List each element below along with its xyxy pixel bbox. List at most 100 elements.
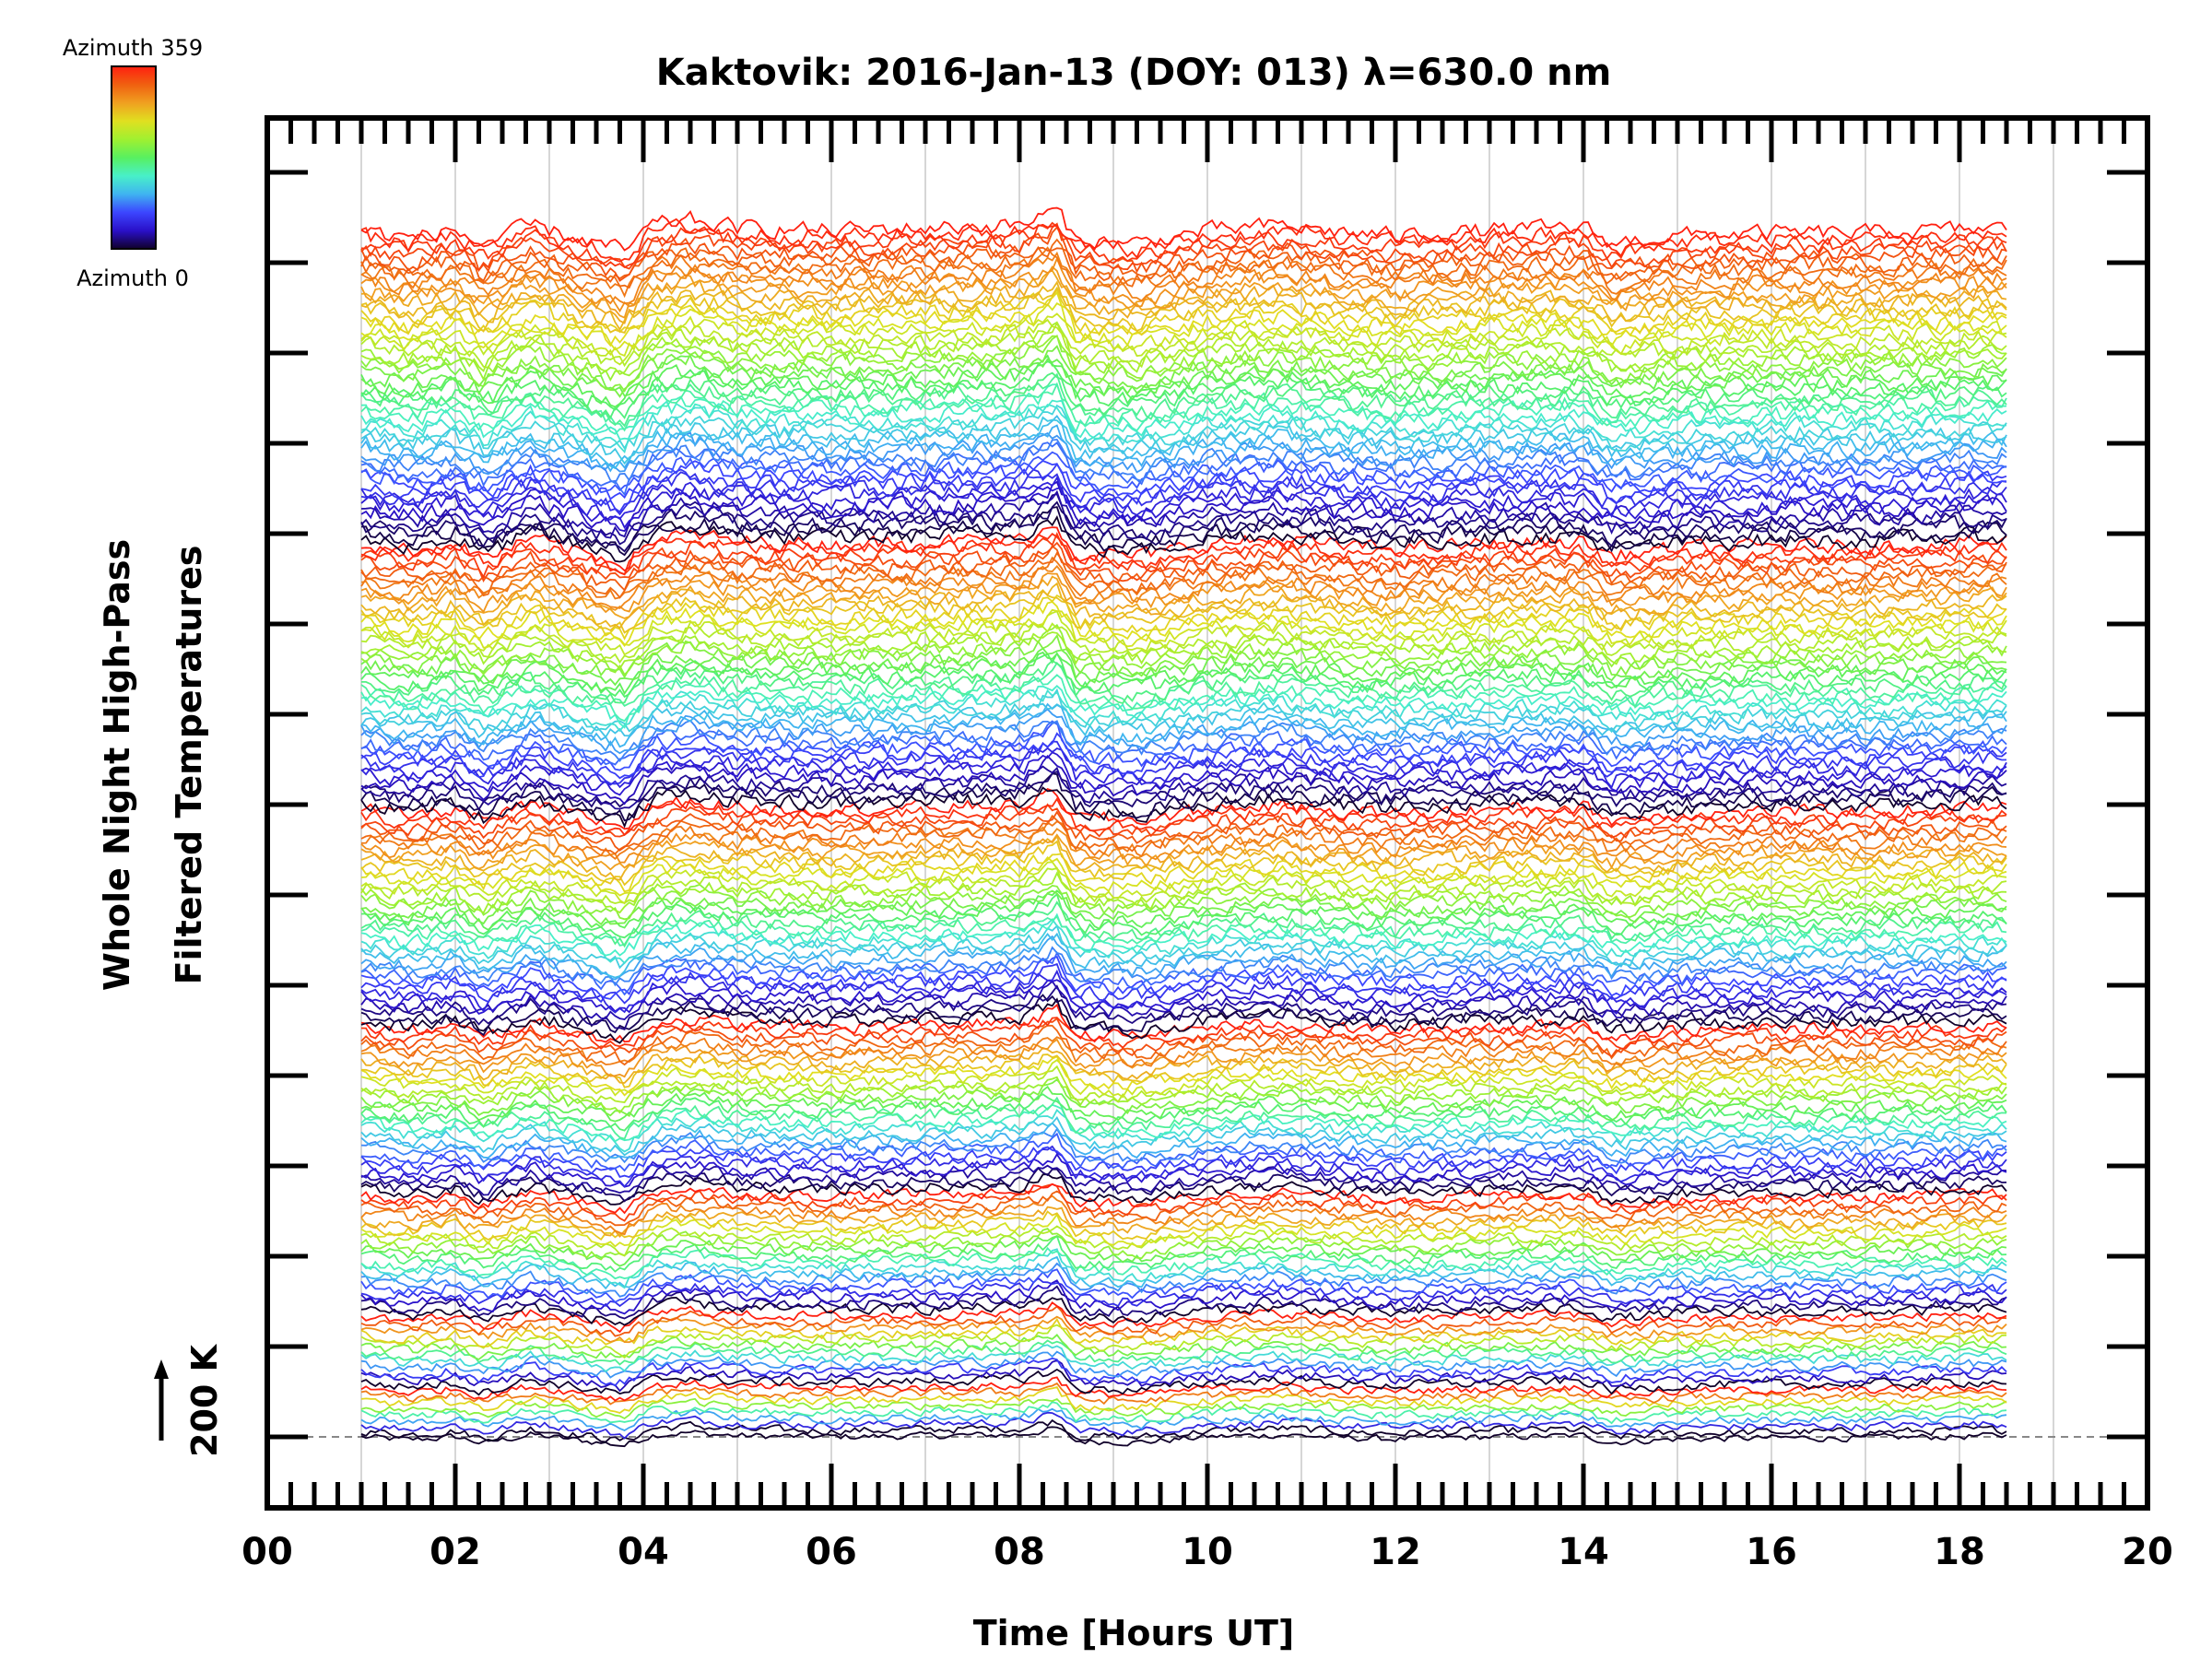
- trace-ring4-zone22: [360, 1038, 2007, 1078]
- trace-ring6-zone30: [360, 600, 2007, 647]
- trace-ring6-zone40: [360, 541, 2007, 582]
- trace-ring2-zone11: [360, 1301, 2007, 1334]
- trace-ring7-zone30: [360, 335, 2007, 382]
- trace-ring4-zone7: [360, 1127, 2007, 1164]
- trace-ring7-zone46: [360, 246, 2007, 283]
- trace-ring5-zone0: [360, 997, 2007, 1044]
- trace-ring7-zone26: [360, 354, 2007, 408]
- trace-ring3-zone14: [360, 1210, 2007, 1241]
- trace-ring3-zone16: [360, 1194, 2007, 1236]
- trace-ring7-zone13: [360, 438, 2007, 485]
- x-tick-label: 12: [1370, 1531, 1421, 1573]
- trace-ring5-zone3: [360, 980, 2007, 1020]
- trace-ring7-zone35: [360, 302, 2007, 351]
- trace-ring5-zone22: [360, 866, 2007, 907]
- trace-ring6-zone11: [360, 719, 2007, 762]
- trace-ring7-zone5: [360, 480, 2007, 533]
- trace-ring4-zone5: [360, 1146, 2007, 1179]
- trace-ring5-zone29: [360, 826, 2007, 864]
- trace-ring3-zone5: [360, 1262, 2007, 1298]
- trace-ring3-zone7: [360, 1248, 2007, 1289]
- y-axis-label-line2: Filtered Temperatures: [169, 546, 209, 985]
- trace-ring2-zone3: [360, 1350, 2007, 1379]
- x-tick-label: 00: [241, 1531, 293, 1573]
- trace-ring6-zone29: [360, 608, 2007, 649]
- trace-ring3-zone0: [360, 1296, 2007, 1326]
- trace-ring6-zone33: [360, 582, 2007, 629]
- trace-ring3-zone4: [360, 1268, 2007, 1303]
- trace-ring6-zone21: [360, 651, 2007, 699]
- trace-ring5-zone16: [360, 900, 2007, 948]
- trace-ring6-zone35: [360, 572, 2007, 614]
- trace-ring6-zone37: [360, 556, 2007, 600]
- trace-ring5-zone7: [360, 955, 2007, 1000]
- trace-ring3-zone19: [360, 1182, 2007, 1215]
- trace-ring1-zone4: [360, 1397, 2007, 1420]
- x-tick-label: 14: [1558, 1531, 1609, 1573]
- trace-ring1-zone6: [360, 1382, 2007, 1406]
- trace-ring6-zone31: [360, 594, 2007, 641]
- trace-ring7-zone38: [360, 286, 2007, 334]
- trace-ring5-zone31: [360, 814, 2007, 855]
- chart-title: Kaktovik: 2016-Jan-13 (DOY: 013) λ=630.0…: [656, 52, 1612, 94]
- scale-bar: 200 K: [154, 1343, 225, 1457]
- trace-ring6-zone42: [360, 533, 2007, 576]
- trace-ring7-zone10: [360, 459, 2006, 500]
- trace-ring5-zone17: [360, 892, 2007, 939]
- trace-ring7-zone51: [360, 206, 2007, 252]
- trace-ring7-zone1: [360, 506, 2007, 557]
- trace-ring6-zone20: [361, 659, 2007, 705]
- trace-ring7-zone21: [360, 383, 2007, 435]
- y-axis-label-line1: Whole Night High-Pass: [97, 539, 137, 991]
- trace-ring7-zone32: [360, 321, 2007, 370]
- x-tick-label: 20: [2122, 1531, 2173, 1573]
- trace-ring5-zone12: [360, 924, 2007, 970]
- trace-ring6-zone3: [360, 765, 2007, 810]
- trace-ring5-zone34: [360, 797, 2007, 837]
- x-tick-label: 18: [1934, 1531, 1985, 1573]
- trace-ring7-zone14: [360, 431, 2007, 476]
- trace-ring4-zone2: [360, 1164, 2007, 1196]
- trace-ring1-zone3: [360, 1400, 2007, 1425]
- trace-ring6-zone36: [360, 565, 2007, 609]
- trace-ring3-zone12: [360, 1225, 2007, 1257]
- trace-ring5-zone18: [360, 889, 2007, 932]
- trace-ring2-zone9: [360, 1315, 2007, 1344]
- trace-ring6-zone7: [360, 740, 2007, 785]
- trace-ring4-zone9: [360, 1115, 2007, 1157]
- trace-ring6-zone39: [360, 545, 2007, 592]
- trace-ring6-zone12: [360, 708, 2007, 755]
- trace-ring7-zone18: [360, 404, 2007, 452]
- trace-ring7-zone50: [360, 218, 2007, 263]
- trace-ring5-zone25: [360, 853, 2007, 893]
- trace-ring5-zone9: [360, 946, 2007, 987]
- trace-ring1-zone0: [360, 1418, 2007, 1443]
- trace-ring6-zone10: [360, 720, 2007, 766]
- trace-ring2-zone2: [360, 1357, 2007, 1387]
- traces: [360, 206, 2007, 1448]
- trace-ring6-zone15: [360, 688, 2007, 734]
- trace-ring5-zone32: [360, 810, 2007, 852]
- trace-ring6-zone22: [360, 651, 2007, 696]
- trace-ring6-zone0: [360, 786, 2007, 829]
- trace-ring5-zone10: [360, 935, 2007, 981]
- trace-ring7-zone39: [360, 280, 2007, 332]
- trace-ring7-zone45: [360, 238, 2007, 289]
- trace-ring7-zone19: [360, 404, 2007, 454]
- trace-ring3-zone3: [360, 1277, 2007, 1308]
- trace-ring5-zone14: [360, 912, 2007, 957]
- trace-ring6-zone27: [360, 622, 2007, 665]
- trace-ring7-zone8: [360, 468, 2007, 516]
- x-tick-label: 08: [994, 1531, 1045, 1573]
- trace-ring7-zone6: [360, 486, 2007, 530]
- trace-ring2-zone5: [360, 1339, 2007, 1366]
- trace-ring2-zone10: [360, 1305, 2007, 1337]
- colorbar-top-label: Azimuth 359: [63, 35, 203, 61]
- trace-ring6-zone18: [360, 674, 2007, 723]
- trace-ring6-zone2: [360, 771, 2007, 811]
- trace-ring4-zone18: [360, 1059, 2007, 1099]
- trace-ring3-zone2: [360, 1279, 2007, 1315]
- trace-ring3-zone9: [360, 1234, 2007, 1273]
